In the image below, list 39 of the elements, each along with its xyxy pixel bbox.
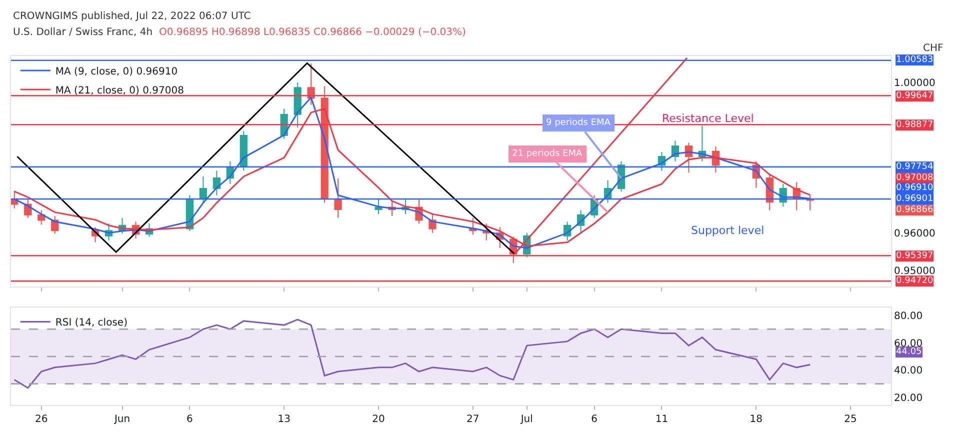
x-tick-label: 11: [655, 414, 668, 425]
x-tick-label: 27: [466, 414, 480, 425]
annotation: Resistance Level: [662, 112, 754, 125]
legend-label: MA (9, close, 0) 0.96910: [55, 66, 178, 78]
text: CROWNGIMS published, Jul 22, 2022 06:07 UTC: [13, 11, 251, 22]
x-tick-label: 25: [844, 414, 857, 425]
text: 44.05: [896, 347, 922, 357]
text: 0.97008: [896, 173, 934, 183]
text: 0.96866: [896, 205, 934, 215]
x-tick-label: Jul: [520, 414, 533, 425]
chart-title: U.S. Dollar / Swiss Franc, 4h: [13, 27, 153, 38]
legend-label: RSI (14, close): [55, 318, 128, 329]
x-tick-label: 6: [186, 414, 193, 425]
ref-line-label: 0.94720: [896, 276, 934, 286]
ref-line-label: 0.96901: [896, 194, 934, 204]
x-tick-label: 18: [750, 414, 762, 425]
ref-line-label: 0.99647: [896, 91, 934, 101]
y-axis-title: CHF: [923, 43, 944, 54]
ref-line-label: 1.00583: [896, 55, 934, 65]
chart-subtitle: O0.96895 H0.96898 L0.96835 C0.96866 −0.00029 (−0.03%): [158, 27, 466, 38]
text: 0.96910: [896, 183, 934, 193]
x-tick-label: Jun: [113, 414, 130, 425]
annotation: Support level: [691, 224, 764, 237]
legend-label: MA (21, close, 0) 0.97008: [55, 85, 184, 96]
y-tick-label: 1.00000: [894, 78, 936, 89]
y-tick-label: 40.00: [894, 366, 923, 377]
y-tick-label: 0.96000: [894, 228, 936, 240]
y-tick-label: 0.95000: [894, 266, 936, 278]
x-tick-label: 13: [278, 414, 290, 425]
x-tick-label: 20: [372, 414, 385, 425]
ref-line-label: 0.95397: [896, 251, 934, 261]
annotation: 9 periods EMA: [546, 118, 612, 128]
ref-line-label: 0.97754: [896, 162, 934, 172]
x-tick-label: 6: [591, 414, 598, 425]
y-tick-label: 80.00: [894, 310, 923, 322]
y-tick-label: 20.00: [894, 392, 923, 404]
x-tick-label: 26: [34, 414, 48, 425]
ref-line-label: 0.98877: [896, 120, 934, 130]
annotation: 21 periods EMA: [512, 149, 583, 159]
